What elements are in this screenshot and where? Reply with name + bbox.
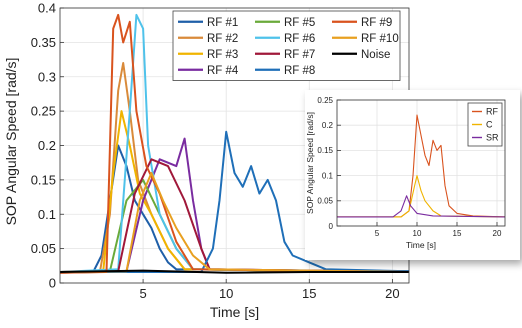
series-line-noise [59,269,409,274]
inset-chart: 0 0.05 0.1 0.15 0.2 0.25 5 10 15 20 Time [s] SOP An… [305,90,520,260]
y-tick-label: 0.05 [31,241,56,256]
legend-label-rf-10: RF #10 [361,33,399,45]
legend-label-rf-9: RF #9 [361,17,392,29]
y-tick-label: 0.25 [317,96,333,105]
legend-label-rf: RF [486,107,498,117]
x-tick-label: 10 [413,229,422,238]
legend-label-c: C [486,120,493,130]
y-tick-label: 0.25 [31,104,56,119]
legend-label-rf-2: RF #2 [207,33,238,45]
y-tick-label: 0.35 [31,35,56,50]
y-tick-label: 0.3 [38,69,56,84]
y-tick-label: 0.1 [38,207,56,222]
legend-box [172,10,401,81]
series-line-rf-1 [59,144,410,274]
x-tick-label: 15 [302,286,316,301]
legend-label-rf-1: RF #1 [207,17,238,29]
legend: RF #1 RF #2 RF #3 RF #4 RF #5 RF #6 RF #7 RF #8… [172,10,401,81]
series-line-c [337,175,506,218]
legend: RF C SR [467,102,503,147]
legend-label-rf-5: RF #5 [284,17,315,29]
legend-label-sr: SR [486,133,499,143]
series-line-rf-10 [59,172,410,273]
axes-box [336,99,506,227]
x-tick-label: 20 [493,229,502,238]
y-tick-label: 0.1 [322,171,334,180]
x-axis-label: Time [s] [406,240,436,250]
x-tick-label: 15 [453,229,462,238]
legend-label-rf-7: RF #7 [284,49,315,61]
legend-label-rf-4: RF #4 [207,65,239,77]
x-tick-label: 5 [139,286,146,301]
x-axis-label: Time [s] [210,304,259,320]
y-tick-label: 0.15 [317,146,333,155]
legend-label-rf-8: RF #8 [284,65,315,77]
x-tick-label: 10 [219,286,233,301]
legend-label-rf-3: RF #3 [207,49,238,61]
y-tick-label: 0.15 [31,172,56,187]
series-line-rf-8 [60,130,410,273]
y-axis-label: SOP Angular Speed [rad/s] [3,58,19,226]
y-tick-label: 0 [329,222,334,231]
y-tick-label: 0.2 [322,121,334,130]
y-axis-label: SOP Angular Speed [rad/s] [305,112,315,214]
x-tick-label: 5 [375,229,380,238]
y-tick-label: 0 [49,276,56,291]
series-line-rf-6 [59,13,410,273]
legend-label-rf-6: RF #6 [284,33,315,45]
series-line-rf [337,114,506,218]
series-line-rf-9 [59,13,410,274]
y-tick-label: 0.2 [38,138,56,153]
x-tick-label: 20 [385,286,399,301]
y-tick-label: 0.4 [38,1,56,16]
series-line-sr [337,195,506,218]
y-tick-label: 0.05 [317,197,333,206]
legend-label-noise: Noise [361,49,390,61]
